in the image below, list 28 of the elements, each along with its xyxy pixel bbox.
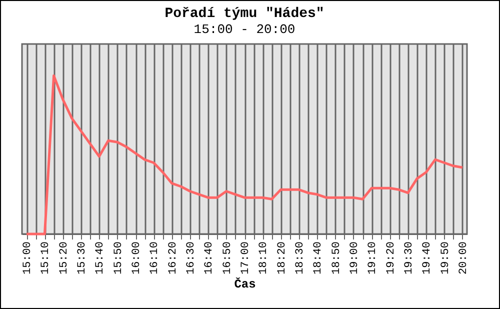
x-tick-label: 16:40 xyxy=(204,242,216,275)
x-tick-label: 16:10 xyxy=(149,242,162,275)
x-axis-title: Čas xyxy=(234,278,256,292)
x-tick-label: 16:50 xyxy=(222,242,234,275)
x-tick-label: 16:30 xyxy=(186,242,198,275)
x-tick-label: 19:40 xyxy=(422,242,434,275)
x-tick-label: 19:10 xyxy=(367,242,380,275)
x-tick-label: 15:00 xyxy=(22,242,34,275)
x-tick-label: 18:20 xyxy=(276,242,288,275)
x-tick-label: 19:30 xyxy=(403,242,416,275)
x-tick-label: 19:20 xyxy=(385,242,398,275)
x-tick-label: 15:10 xyxy=(40,242,52,275)
x-tick-label: 19:50 xyxy=(440,242,452,275)
x-tick-label: 17:00 xyxy=(240,242,252,275)
x-tick-label: 18:30 xyxy=(294,242,306,275)
chart-subtitle: 15:00 - 20:00 xyxy=(194,22,296,37)
x-tick-label: 20:00 xyxy=(458,242,470,275)
x-tick-label: 15:40 xyxy=(94,242,107,275)
x-tick-label: 19:00 xyxy=(348,242,361,275)
x-tick-label: 15:50 xyxy=(112,242,125,275)
chart-title: Pořadí týmu "Hádes" xyxy=(164,6,324,22)
x-tick-label: 15:20 xyxy=(58,242,70,275)
x-tick-label: 18:50 xyxy=(330,242,343,275)
x-tick-label: 16:20 xyxy=(167,242,180,275)
x-tick-label: 15:30 xyxy=(76,242,89,275)
x-tick-label: 18:10 xyxy=(258,242,270,275)
x-tick-label: 18:40 xyxy=(312,242,325,275)
x-tick-label: 16:00 xyxy=(131,242,144,275)
